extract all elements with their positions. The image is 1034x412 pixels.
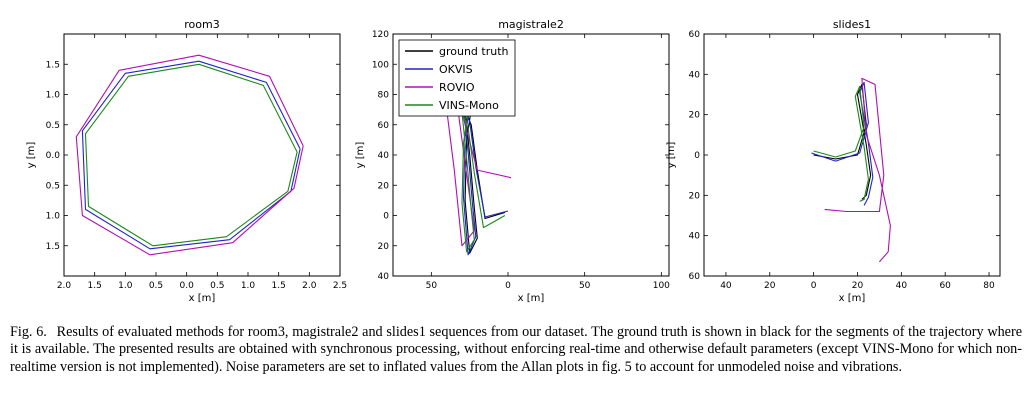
x-axis-label: x [m] [839, 293, 866, 304]
x-tick-label: 0 [811, 281, 817, 291]
series-group [811, 77, 891, 263]
x-tick-label: 0.5 [149, 281, 163, 291]
legend-label: ROVIO [439, 81, 475, 94]
legend: ground truth OKVIS ROVIO VINS-Mono [398, 39, 516, 117]
chart-title: magistrale2 [498, 18, 564, 31]
chart-title: room3 [184, 18, 219, 31]
x-tick-label: 2.0 [57, 281, 72, 291]
y-tick-label: 1.0 [46, 212, 61, 222]
series-line-okvis [462, 106, 509, 256]
x-tick-label: 50 [426, 281, 438, 291]
y-axis-label: y [m] [355, 142, 366, 169]
figure-caption: Fig. 6. Results of evaluated methods for… [10, 324, 1022, 376]
y-tick-label: 40 [689, 232, 701, 242]
x-tick-label: 100 [653, 281, 670, 291]
y-tick-label: 0.5 [46, 181, 60, 191]
x-tick-label: 1.5 [88, 281, 102, 291]
legend-label: OKVIS [439, 63, 473, 76]
x-tick-label: 1.0 [241, 281, 256, 291]
y-tick-label: 60 [689, 272, 701, 282]
x-tick-label: 0.0 [180, 281, 195, 291]
series-line-vins-mono [84, 63, 298, 247]
y-tick-label: 60 [689, 30, 701, 40]
y-tick-label: 20 [378, 181, 390, 191]
figure-panels: room3 2.0 1.5 1.0 0.5 0.0 0.5 1.0 1.5 2.0 2.5 1.5 1.… [26, 18, 1001, 304]
y-tick-label: 20 [689, 191, 701, 201]
series-group [75, 54, 304, 256]
panel-room3: room3 2.0 1.5 1.0 0.5 0.0 0.5 1.0 1.5 2.0 2.5 1.5 1.… [26, 18, 347, 304]
x-axis-label: x [m] [518, 293, 545, 304]
y-tick-label: 40 [378, 272, 390, 282]
panel-magistrale2: magistrale2 50 0 50 100 120 100 80 60 40 20 0 20 40 x … [355, 18, 670, 304]
x-tick-label: 0.5 [210, 281, 224, 291]
y-tick-label: 0.0 [46, 151, 61, 161]
x-tick-label: 2.5 [333, 281, 347, 291]
y-axis-label: y [m] [666, 142, 677, 169]
caption-label: Fig. 6. [10, 324, 47, 340]
y-tick-label: 20 [689, 111, 701, 121]
y-tick-label: 1.5 [46, 242, 60, 252]
y-tick-label: 40 [378, 151, 390, 161]
y-tick-label: 40 [689, 70, 701, 80]
x-tick-label: 2.0 [302, 281, 317, 291]
plot-frame [703, 33, 1001, 277]
x-tick-label: 0 [505, 281, 511, 291]
y-tick-label: 0.5 [46, 121, 60, 131]
legend-label: ground truth [439, 45, 509, 58]
series-line-rovio [75, 54, 304, 256]
y-tick-label: 0 [694, 151, 700, 161]
series-group [443, 63, 512, 256]
x-tick-label: 40 [720, 281, 732, 291]
series-line-ground-truth [464, 109, 506, 254]
series-line-rovio [824, 77, 891, 263]
x-tick-label: 50 [579, 281, 591, 291]
y-tick-label: 100 [372, 60, 389, 70]
y-tick-label: 1.0 [46, 91, 61, 101]
y-tick-label: 120 [372, 30, 389, 40]
x-tick-label: 80 [983, 281, 995, 291]
plot-frame [63, 33, 341, 277]
y-tick-label: 60 [378, 121, 390, 131]
series-line-vins-mono [813, 85, 869, 202]
y-tick-label: 20 [378, 242, 390, 252]
y-tick-label: 0 [383, 212, 389, 222]
x-axis-label: x [m] [189, 293, 216, 304]
x-tick-label: 20 [852, 281, 864, 291]
series-line-okvis [81, 60, 301, 250]
panel-slides1: slides1 40 20 0 20 40 60 80 60 40 20 0 20 40 60 x [m] y … [666, 18, 1001, 304]
series-line-vins-mono [461, 112, 506, 253]
x-tick-label: 60 [939, 281, 951, 291]
x-tick-label: 40 [896, 281, 908, 291]
caption-text: Results of evaluated methods for room3, … [10, 324, 1022, 375]
chart-title: slides1 [833, 18, 871, 31]
series-line-okvis [811, 81, 874, 206]
y-axis-label: y [m] [26, 142, 37, 169]
series-line-rovio [443, 63, 512, 247]
legend-label: VINS-Mono [439, 99, 499, 112]
x-tick-label: 20 [764, 281, 776, 291]
legend-box [398, 39, 516, 117]
x-tick-label: 1.0 [118, 281, 133, 291]
y-tick-label: 1.5 [46, 60, 60, 70]
y-tick-label: 80 [378, 91, 390, 101]
x-tick-label: 1.5 [272, 281, 286, 291]
